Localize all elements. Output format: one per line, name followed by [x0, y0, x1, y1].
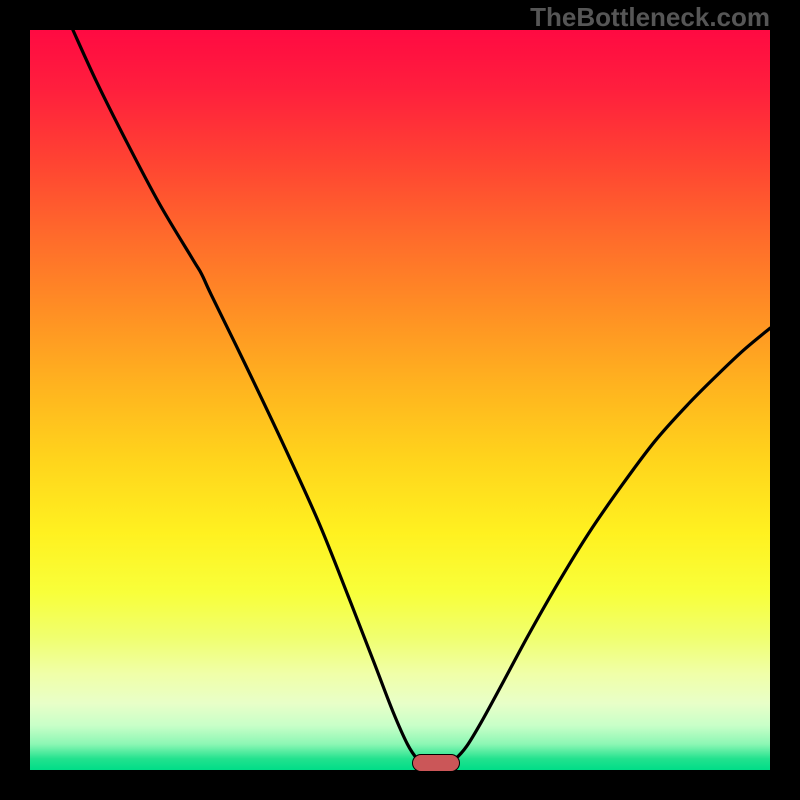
chart-container: TheBottleneck.com: [0, 0, 800, 800]
optimum-marker: [412, 754, 460, 772]
bottleneck-curve: [30, 30, 770, 770]
plot-area: [30, 30, 770, 770]
watermark-text: TheBottleneck.com: [530, 2, 770, 33]
